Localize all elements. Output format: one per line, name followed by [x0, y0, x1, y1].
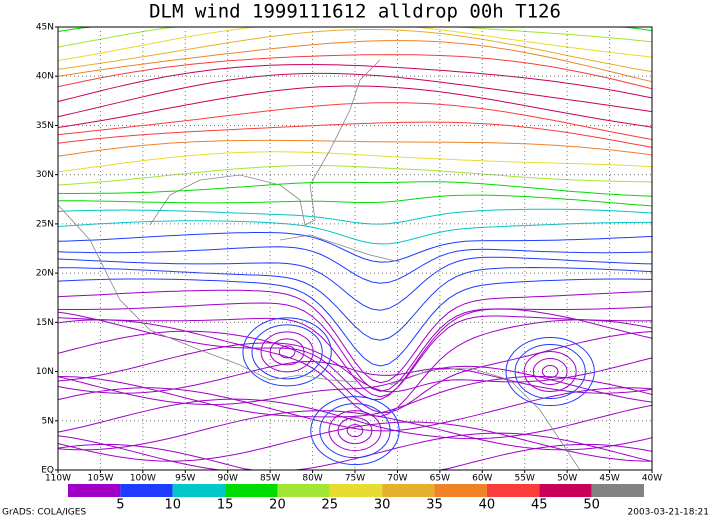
lat-label: 45N: [36, 23, 54, 33]
colorbar-swatch: [225, 484, 278, 497]
vortex: [328, 410, 382, 452]
lon-label: 60W: [472, 474, 492, 484]
streamline: [57, 365, 653, 406]
colorbar-label: 40: [479, 498, 496, 513]
colorbar-label: 45: [531, 498, 548, 513]
colorbar-label: 20: [269, 498, 286, 513]
colorbar-swatch: [120, 484, 173, 497]
streamline: [57, 342, 653, 393]
lon-label: 55W: [515, 474, 535, 484]
lat-label: 30N: [36, 170, 54, 180]
streamline: [57, 151, 653, 173]
coastline: [57, 204, 361, 383]
streamline: [57, 40, 653, 83]
lon-label: 65W: [430, 474, 450, 484]
vortex: [278, 345, 296, 359]
coastlines: [57, 59, 581, 471]
streamline: [57, 319, 653, 417]
vortex: [310, 396, 400, 466]
streamline: [57, 432, 653, 471]
streamline: [57, 72, 653, 118]
lon-label: 50W: [557, 474, 577, 484]
lon-label: 40W: [642, 474, 662, 484]
lon-label: 105W: [87, 474, 113, 484]
title: DLM wind 1999111612 alldrop 00h T126: [149, 1, 561, 23]
coastline: [279, 234, 401, 263]
colorbar-label: 25: [322, 498, 339, 513]
colorbar-swatch: [329, 484, 383, 497]
colorbar-swatch: [277, 484, 330, 497]
coastline: [149, 59, 381, 226]
lat-label: 5N: [42, 416, 54, 426]
footer-left: GrADS: COLA/IGES: [2, 508, 86, 518]
streamline: [57, 85, 653, 128]
lon-label: 85W: [260, 474, 280, 484]
streamline: [57, 64, 653, 103]
streamline: [57, 139, 653, 157]
lat-label: 10N: [36, 367, 54, 377]
streamline: [57, 387, 653, 432]
streamline: [57, 29, 653, 73]
lat-label: 15N: [36, 318, 54, 328]
streamline: [57, 308, 653, 401]
streamline: [57, 278, 653, 367]
lat-label: 20N: [36, 269, 54, 279]
streamline: [57, 315, 653, 398]
footer-right: 2003-03-21-18:21: [628, 508, 710, 518]
colorbar-swatch: [486, 484, 540, 497]
streamline: [57, 410, 653, 451]
vortex: [260, 331, 314, 373]
lon-label: 45W: [599, 474, 619, 484]
colorbar-label: 5: [116, 498, 124, 513]
streamline: [57, 208, 653, 225]
lat-label: EQ: [41, 466, 54, 476]
colorbar-label: 30: [374, 498, 391, 513]
colorbar-label: 10: [164, 498, 181, 513]
streamline: [57, 246, 653, 284]
colorbar-swatch: [382, 484, 435, 497]
streamline: [57, 164, 653, 186]
lat-label: 35N: [36, 121, 54, 131]
vortex: [242, 317, 332, 387]
colorbar-swatch: [539, 484, 592, 497]
streamline: [57, 266, 653, 341]
streamline: [58, 194, 653, 207]
vortex: [346, 424, 364, 438]
colorbar-label: 15: [217, 498, 234, 513]
vortex: [514, 344, 586, 400]
lon-label: 95W: [175, 474, 195, 484]
lon-label: 75W: [345, 474, 365, 484]
lon-label: 70W: [387, 474, 407, 484]
colorbar-label: 35: [426, 498, 443, 513]
lon-label: 80W: [302, 474, 322, 484]
lat-label: 25N: [36, 219, 54, 229]
colorbar-label: 50: [583, 498, 600, 513]
lat-label: 40N: [36, 72, 54, 82]
colorbar-swatch: [591, 484, 644, 497]
colorbar-swatch: [172, 484, 226, 497]
streamline: [57, 181, 653, 197]
lon-label: 90W: [218, 474, 238, 484]
colorbar-swatch: [434, 484, 487, 497]
vortex: [251, 324, 323, 380]
vortex: [523, 351, 577, 393]
lon-label: 100W: [130, 474, 156, 484]
streamline: [57, 289, 653, 384]
streamline: [57, 421, 652, 462]
coastline: [389, 367, 581, 471]
colorbar-swatch: [68, 484, 121, 497]
lon-label: 110W: [45, 474, 71, 484]
